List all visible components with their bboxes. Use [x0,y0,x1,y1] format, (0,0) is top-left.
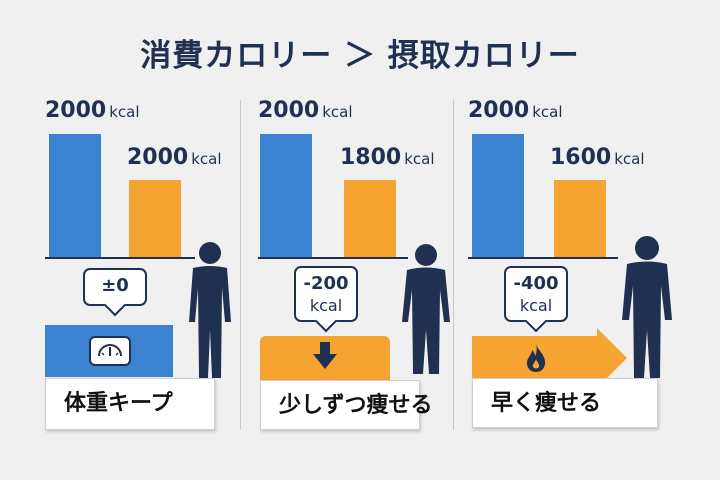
intake-bar [554,180,606,257]
intake-bar [129,180,181,257]
divider [240,100,241,430]
consumed-bar [472,134,524,257]
difference-bubble: -200 kcal [294,266,358,333]
consumed-bar [260,134,312,257]
caption-card: 少しずつ痩せる [260,380,433,430]
axis-line [258,257,408,259]
person-icon [622,236,672,378]
page-title: 消費カロリー ＞ 摂取カロリー [140,38,580,74]
divider [453,100,454,430]
intake-value-label: 1800 kcal [340,145,435,170]
person-icon [189,242,231,378]
panel-slow-loss: 2000 kcal 1800 kcal -200 kcal 少しずつ痩せる [258,90,488,440]
intake-value-label: 1600 kcal [550,145,645,170]
arrow-down-icon [313,342,337,369]
scale-icon [89,336,131,366]
difference-bubble: -400 kcal [504,266,568,333]
consumed-value-label: 2000 kcal [468,98,563,123]
panel-maintain: 2000 kcal 2000 kcal ±0 体重キープ [45,90,275,440]
consumed-value-label: 2000 kcal [258,98,353,123]
person-icon [402,244,450,374]
consumed-bar [49,134,101,257]
flame-icon [527,344,546,372]
caption-card: 体重キープ [45,378,215,430]
axis-line [468,257,618,259]
consumed-value-label: 2000 kcal [45,98,140,123]
panel-fast-loss: 2000 kcal 1600 kcal -400 kcal 早く痩せる [468,90,698,440]
intake-value-label: 2000 kcal [127,145,222,170]
difference-bubble: ±0 [83,268,147,317]
banner [472,328,627,388]
intake-bar [344,180,396,257]
caption-card: 早く痩せる [472,378,658,428]
axis-line [45,257,195,259]
